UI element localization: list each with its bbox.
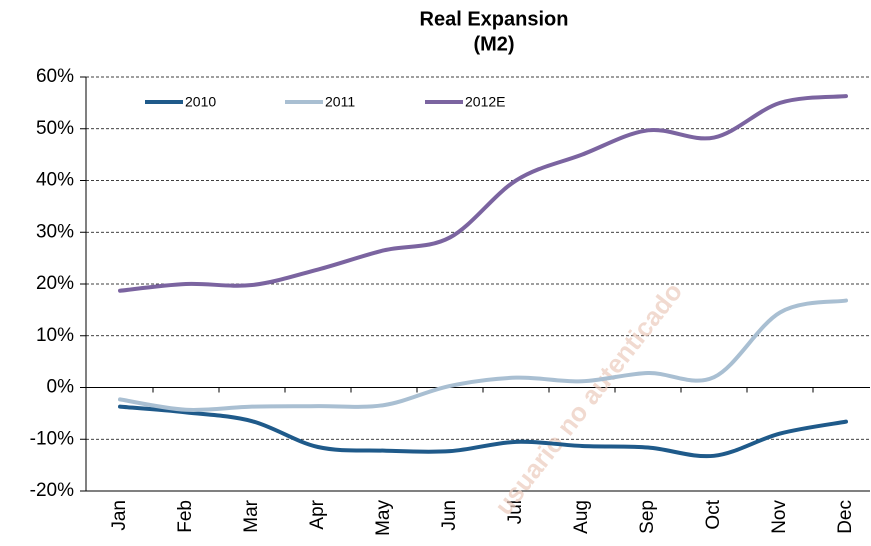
x-tick-label: May: [373, 500, 394, 536]
x-tick-label: Oct: [703, 499, 724, 529]
chart-title: Real Expansion: [420, 8, 569, 30]
x-tick-label: Dec: [835, 500, 856, 534]
chart-subtitle: (M2): [473, 33, 514, 55]
series-line: [118, 298, 848, 412]
y-tick-label: 40%: [36, 170, 74, 191]
x-tick-label: Apr: [307, 499, 328, 529]
series-line: [118, 94, 848, 293]
y-tick-label: 0%: [47, 377, 75, 398]
x-tick-label: Feb: [175, 500, 196, 533]
watermark: usuario no autenticado: [488, 277, 688, 521]
y-tick-label: 50%: [36, 118, 74, 139]
y-tick-label: -20%: [30, 480, 74, 501]
x-tick-label: Aug: [571, 500, 592, 534]
x-tick-label: Sep: [637, 500, 658, 534]
y-tick-label: 30%: [36, 221, 74, 242]
x-tick-label: Jun: [439, 500, 460, 531]
y-tick-label: 10%: [36, 325, 74, 346]
legend-label: 2011: [325, 94, 355, 110]
legend-label: 2012E: [465, 94, 505, 110]
series-line: [118, 404, 848, 459]
y-tick-label: 60%: [36, 66, 74, 87]
x-tick-label: Mar: [241, 499, 262, 532]
legend-label: 2010: [185, 94, 216, 110]
x-tick-label: Nov: [769, 500, 790, 534]
y-tick-label: 20%: [36, 273, 74, 294]
x-tick-label: Jul: [505, 500, 526, 524]
x-tick-label: Jan: [109, 500, 130, 531]
y-tick-label: -10%: [30, 428, 74, 449]
